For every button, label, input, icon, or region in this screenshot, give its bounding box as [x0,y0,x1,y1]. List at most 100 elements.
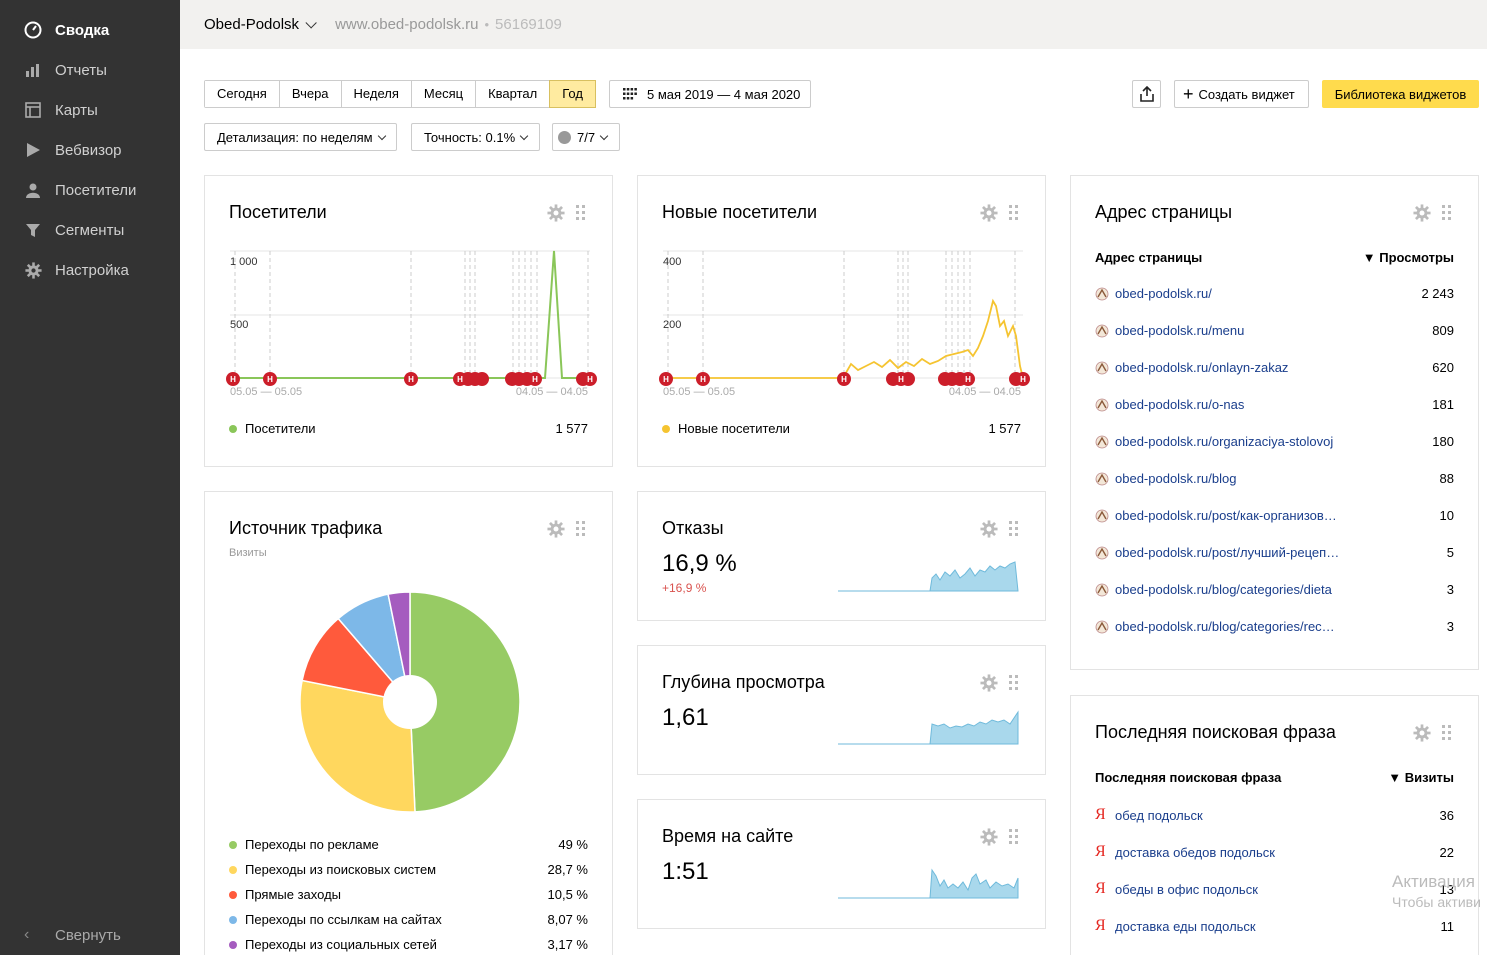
drag-handle-icon[interactable] [1008,828,1020,846]
page-url-link[interactable]: obed-podolsk.ru/menu [1115,323,1245,338]
legend-dot [229,865,237,874]
period-week[interactable]: Неделя [341,81,412,107]
drag-handle-icon[interactable] [1008,204,1020,222]
column-header-sort[interactable]: ▼ Просмотры [1362,250,1454,265]
counter-id: 56169109 [495,16,562,33]
site-selector[interactable]: Obed-Podolsk [204,16,317,33]
legend-dot [229,940,237,949]
sidebar-item-label: Сводка [55,21,110,39]
table-row: obed-podolsk.ru/post/как-организов… 10 [1095,508,1454,523]
table-header: Адрес страницы ▼ Просмотры [1095,250,1454,265]
gear-icon [24,261,42,279]
drag-handle-icon[interactable] [1008,520,1020,538]
chevron-down-icon [305,16,317,29]
sidebar-item-label: Настройка [55,261,129,279]
sidebar-item-webvisor[interactable]: Вебвизор [24,138,122,162]
period-month[interactable]: Месяц [411,81,477,107]
gear-icon[interactable] [980,828,998,846]
collapse-sidebar-button[interactable]: ‹ Свернуть [24,926,121,944]
metric-delta: +16,9 % [662,581,707,595]
gear-icon[interactable] [547,520,565,538]
legend-item: Переходы из поисковых систем 28,7 % [229,862,588,877]
period-yesterday[interactable]: Вчера [279,81,342,107]
y-tick: 1 000 [230,256,258,268]
gear-icon[interactable] [547,204,565,222]
chevron-down-icon [377,131,386,140]
table-row: obed-podolsk.ru/blog 88 [1095,471,1454,486]
page-views-value: 10 [1439,508,1454,523]
segments-dropdown[interactable]: 7/7 [552,123,620,151]
sidebar-item-visitors[interactable]: Посетители [24,178,136,202]
accuracy-dropdown[interactable]: Точность: 0.1% [411,123,540,151]
page-url-link[interactable]: obed-podolsk.ru/ [1115,286,1212,301]
detail-dropdown[interactable]: Детализация: по неделям [204,123,397,151]
widget-title: Последняя поисковая фраза [1095,722,1336,742]
page-url-link[interactable]: obed-podolsk.ru/o-nas [1115,397,1245,412]
page-url-link[interactable]: obed-podolsk.ru/post/как-организов… [1115,508,1337,523]
export-button[interactable] [1132,80,1161,108]
sidebar-item-settings[interactable]: Настройка [24,258,129,282]
drag-handle-icon[interactable] [1441,724,1453,742]
gear-icon[interactable] [1413,204,1431,222]
legend-dot [662,424,670,433]
x-tick: 05.05 — 05.05 [663,386,736,398]
widget-library-label: Библиотека виджетов [1334,86,1467,102]
page-url-link[interactable]: obed-podolsk.ru/organizaciya-stolovoj [1115,434,1334,449]
widget-subtitle: Визиты [229,547,267,559]
sidebar-item-label: Вебвизор [55,141,122,159]
drag-handle-icon[interactable] [575,204,587,222]
plus-icon: + [1183,84,1194,104]
site-name: Obed-Podolsk [204,16,300,33]
period-quarter[interactable]: Квартал [476,81,551,107]
page-url-link[interactable]: obed-podolsk.ru/onlayn-zakaz [1115,360,1289,375]
gear-icon[interactable] [980,520,998,538]
search-phrase-link[interactable]: обед подольск [1115,807,1203,823]
sidebar-item-maps[interactable]: Карты [24,98,98,122]
sidebar-item-summary[interactable]: Сводка [24,18,109,42]
search-phrase-link[interactable]: доставка обедов подольск [1115,844,1275,860]
drag-handle-icon[interactable] [575,520,587,538]
page-url-link[interactable]: obed-podolsk.ru/blog [1115,471,1237,486]
widget-bounce-rate: Отказы 16,9 % +16,9 % [637,491,1046,621]
sidebar-item-label: Карты [55,101,98,119]
period-today[interactable]: Сегодня [205,81,280,107]
map-icon [24,101,42,119]
svg-text:Н: Н [532,375,538,384]
drag-handle-icon[interactable] [1008,674,1020,692]
legend-label: Переходы из поисковых систем [245,862,437,877]
sidebar-item-reports[interactable]: Отчеты [24,58,107,82]
pie-slice[interactable] [409,591,521,813]
sidebar-item-label: Сегменты [55,221,125,239]
yandex-icon: Я [1095,917,1106,934]
drag-handle-icon[interactable] [1441,204,1453,222]
metric-value: 1:51 [662,858,709,885]
create-widget-label: Создать виджет [1198,86,1295,102]
yandex-icon: Я [1095,806,1106,823]
date-range-button[interactable]: 5 мая 2019 — 4 мая 2020 [609,80,811,108]
search-visits-value: 11 [1440,918,1455,934]
page-url-link[interactable]: obed-podolsk.ru/post/лучший-рецеп… [1115,545,1340,560]
search-visits-value: 36 [1439,807,1454,823]
page-url-link[interactable]: obed-podolsk.ru/blog/categories/rec… [1115,619,1335,634]
pie-slice[interactable] [387,591,411,703]
column-header-sort[interactable]: ▼ Визиты [1388,770,1454,785]
column-header: Адрес страницы [1095,250,1203,265]
table-row: obed-podolsk.ru/post/лучший-рецеп… 5 [1095,545,1454,560]
y-tick: 400 [663,256,682,268]
bounce-sparkline [838,561,1019,592]
widget-library-button[interactable]: Библиотека виджетов [1322,80,1479,108]
sidebar-item-segments[interactable]: Сегменты [24,218,124,242]
search-phrase-link[interactable]: доставка еды подольск [1115,918,1256,934]
gear-icon[interactable] [980,674,998,692]
create-widget-button[interactable]: + Создать виджет [1174,80,1309,108]
metric-value: 1,61 [662,704,709,731]
pie-slice[interactable] [301,617,412,704]
gear-icon[interactable] [1413,724,1431,742]
page-url-link[interactable]: obed-podolsk.ru/blog/categories/dieta [1115,582,1332,597]
separator: • [484,17,490,32]
widget-pages: Адрес страницы Адрес страницы ▼ Просмотр… [1070,175,1479,670]
period-year[interactable]: Год [549,80,596,108]
gear-icon[interactable] [980,204,998,222]
filter-icon [24,221,42,239]
search-phrase-link[interactable]: обеды в офис подольск [1115,881,1258,897]
